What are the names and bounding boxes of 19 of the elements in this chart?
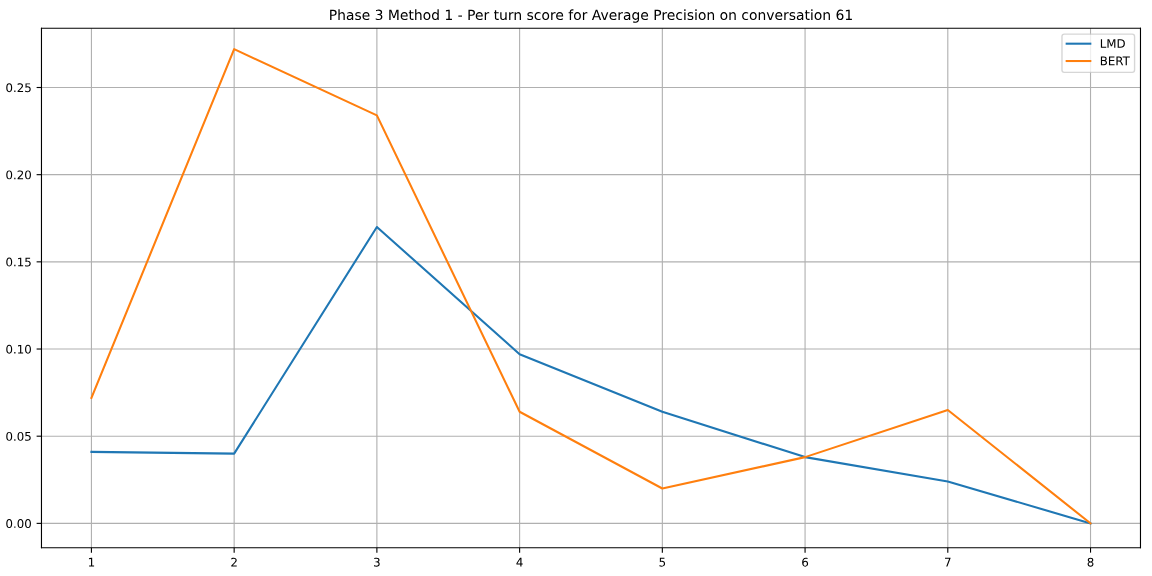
line-series [90, 48, 1092, 525]
x-tick-label: 6 [802, 557, 809, 567]
y-tick-label: 0.10 [6, 344, 31, 354]
y-tick-label: 0.05 [6, 431, 31, 441]
x-tick-label: 4 [516, 557, 523, 567]
y-tick-label: 0.00 [6, 519, 31, 529]
x-tick-label: 5 [659, 557, 666, 567]
x-tick-label: 8 [1087, 557, 1094, 567]
legend-label: LMD [1100, 39, 1125, 48]
x-tick-label: 3 [374, 557, 380, 567]
legend-label: BERT [1100, 56, 1130, 66]
y-tick-label: 0.20 [6, 170, 31, 180]
x-tick-label: 1 [88, 557, 95, 567]
y-tick-label: 0.15 [6, 257, 31, 267]
x-tick-label: 2 [231, 557, 237, 567]
y-tick-label: 0.25 [6, 83, 31, 93]
x-tick-label: 7 [945, 557, 951, 567]
line-series [90, 225, 1092, 525]
chart-title: Phase 3 Method 1 - Per turn score for Average Precision on conversation 61 [330, 9, 852, 23]
